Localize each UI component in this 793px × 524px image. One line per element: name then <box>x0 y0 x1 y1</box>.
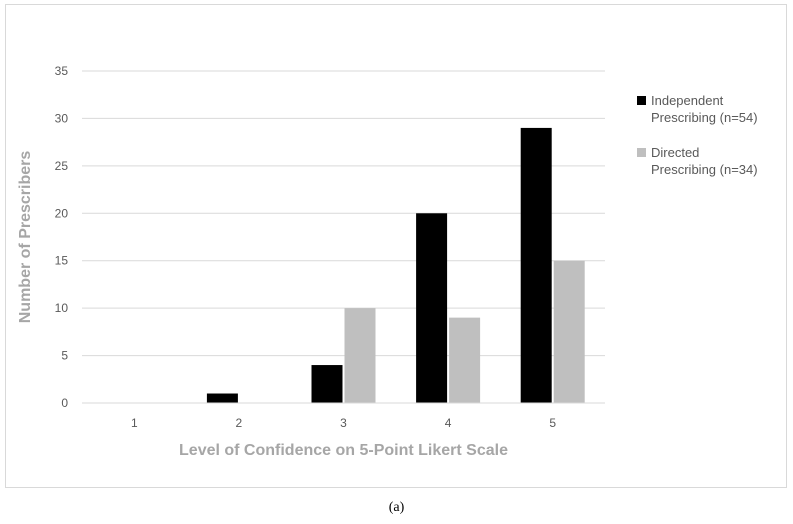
bars <box>206 127 585 404</box>
bar-directed-5 <box>553 260 585 403</box>
x-tick-label: 4 <box>445 416 452 430</box>
figure-caption: (a) <box>388 500 405 515</box>
y-tick-label: 0 <box>61 396 68 410</box>
x-tick-label: 3 <box>340 416 347 430</box>
bar-independent-3 <box>311 365 343 403</box>
bar-directed-3 <box>344 308 376 403</box>
bar-independent-4 <box>416 213 448 403</box>
y-tick-label: 20 <box>55 206 69 220</box>
legend-label: Prescribing (n=34) <box>651 162 758 177</box>
y-tick-label: 25 <box>55 159 69 173</box>
legend-label: Independent <box>651 93 724 108</box>
y-tick-labels: 0 5 10 15 20 25 30 35 <box>55 64 69 410</box>
legend: Independent Prescribing (n=54) Directed Pre… <box>637 93 758 177</box>
bar-independent-2 <box>206 393 238 403</box>
gridlines <box>82 70 605 357</box>
bar-directed-4 <box>449 317 481 403</box>
legend-swatch <box>637 96 646 105</box>
x-tick-label: 1 <box>131 416 138 430</box>
y-tick-label: 35 <box>55 64 69 78</box>
y-axis-title: Number of Prescribers <box>17 151 34 324</box>
bar-independent-5 <box>520 127 552 404</box>
legend-swatch <box>637 148 646 157</box>
legend-label: Directed <box>651 145 699 160</box>
x-tick-label: 5 <box>549 416 556 430</box>
y-tick-label: 15 <box>55 254 69 268</box>
chart-frame <box>5 4 787 488</box>
legend-label: Prescribing (n=54) <box>651 110 758 125</box>
y-tick-label: 30 <box>55 111 69 125</box>
y-tick-label: 10 <box>55 301 69 315</box>
x-tick-label: 2 <box>236 416 243 430</box>
x-axis-title: Level of Confidence on 5-Point Likert Sc… <box>179 442 508 459</box>
x-tick-labels: 1 2 3 4 5 <box>131 416 556 430</box>
y-tick-label: 5 <box>61 349 68 363</box>
